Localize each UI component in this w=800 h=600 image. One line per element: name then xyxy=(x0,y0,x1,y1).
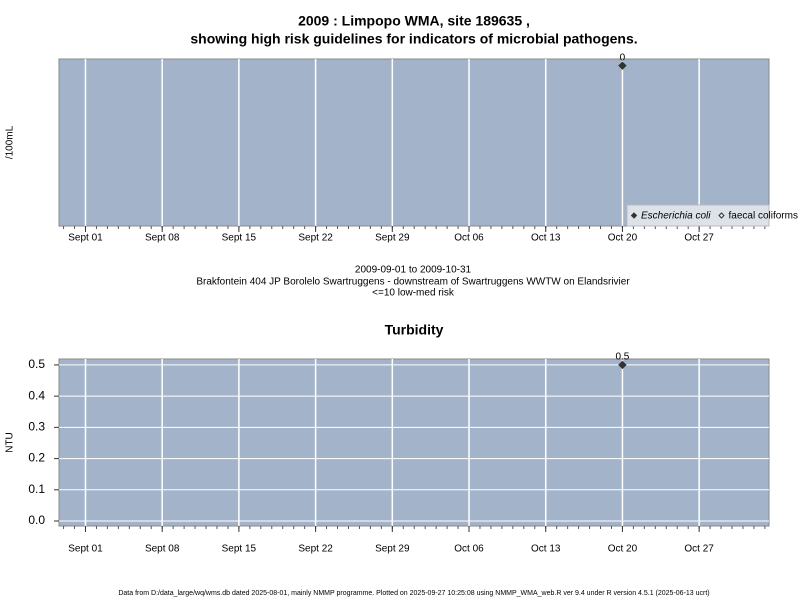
x-tick-label: Oct 20 xyxy=(608,233,638,244)
x-tick-label: Oct 06 xyxy=(454,544,484,555)
footer: Data from D:/data_large/wq/wms.db dated … xyxy=(118,590,709,597)
legend-marker xyxy=(630,212,638,219)
caption: Brakfontein 404 JP Borolelo Swartruggens… xyxy=(196,277,630,288)
plot-area xyxy=(58,358,770,527)
chart-title: showing high risk guidelines for indicat… xyxy=(190,31,637,47)
x-tick-label: Sept 08 xyxy=(145,544,180,555)
y-tick-label: 0.0 xyxy=(28,513,45,527)
x-tick-label: Sept 15 xyxy=(222,544,257,555)
x-tick-label: Sept 22 xyxy=(298,233,333,244)
x-tick-label: Sept 01 xyxy=(68,544,103,555)
x-tick-label: Sept 01 xyxy=(68,233,103,244)
legend-label: faecal coliforms xyxy=(728,211,797,222)
x-tick-label: Sept 29 xyxy=(375,544,410,555)
plot-area xyxy=(58,58,770,227)
data-label: 0.5 xyxy=(615,352,629,363)
x-tick-label: Oct 13 xyxy=(531,544,561,555)
x-tick-label: Oct 13 xyxy=(531,233,561,244)
data-point xyxy=(618,61,627,70)
legend-label: Escherichia coli xyxy=(641,211,711,222)
legend-marker xyxy=(718,212,725,219)
y-tick-label: 0.5 xyxy=(28,357,45,371)
y-tick-label: 0.3 xyxy=(28,420,45,434)
x-tick-label: Oct 20 xyxy=(608,544,638,555)
chart-title: 2009 : Limpopo WMA, site 189635 , xyxy=(298,13,530,29)
x-tick-label: Sept 15 xyxy=(222,233,257,244)
x-tick-label: Oct 27 xyxy=(684,233,714,244)
data-point xyxy=(618,360,627,370)
x-tick-label: Oct 27 xyxy=(684,544,714,555)
caption: <=10 low-med risk xyxy=(372,288,455,299)
y-tick-label: 0.1 xyxy=(28,482,45,496)
y-tick-label: 0.2 xyxy=(28,451,45,465)
chart-title: Turbidity xyxy=(385,322,444,338)
x-tick-label: Oct 06 xyxy=(454,233,484,244)
legend-box xyxy=(626,204,770,227)
y-axis-label: NTU xyxy=(5,432,16,453)
y-tick-label: 0.4 xyxy=(28,388,45,402)
x-tick-label: Sept 22 xyxy=(298,544,333,555)
x-tick-label: Sept 08 xyxy=(145,233,180,244)
data-label: 0 xyxy=(620,52,626,63)
x-tick-label: Sept 29 xyxy=(375,233,410,244)
caption: 2009-09-01 to 2009-10-31 xyxy=(355,265,472,276)
y-axis-label: /100mL xyxy=(5,125,16,159)
